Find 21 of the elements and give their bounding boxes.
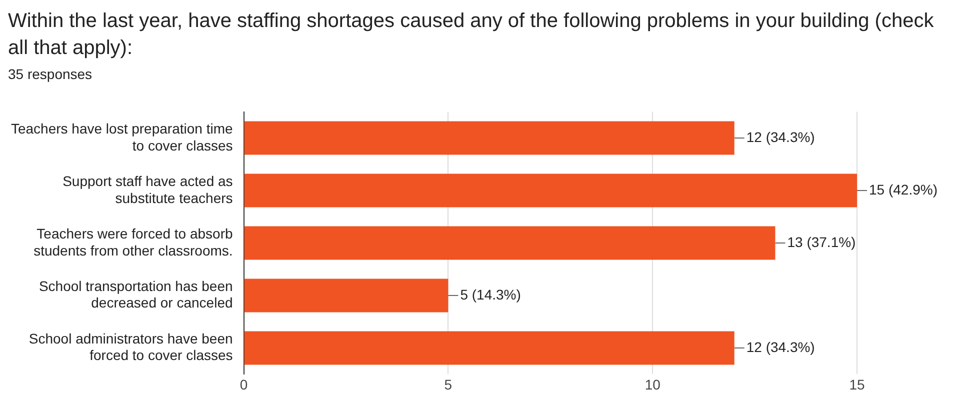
data-label: 13 (37.1%) [787, 234, 856, 250]
data-label: 15 (42.9%) [869, 181, 938, 198]
y-tick-label: Support staff have acted as substitute teachers [62, 172, 233, 206]
y-tick-label: School transportation has been decreased or canceled [38, 278, 233, 311]
data-label: 12 (34.3%) [746, 128, 815, 145]
bar [244, 278, 448, 312]
text: 35 responses [8, 66, 94, 82]
x-tick-label: 15 [849, 376, 865, 392]
x-tick-label: 0 [240, 376, 248, 392]
x-tick-label: 10 [644, 376, 661, 392]
y-tick-label: Teachers were forced to absorb students from other classrooms. [34, 225, 233, 258]
chart-title: Within the last year, have staffing shortages caused any of the following problems in your building (check all that apply): [8, 9, 935, 61]
data-label: 12 (34.3%) [746, 338, 815, 355]
x-tick-label: 5 [444, 376, 452, 392]
y-tick-label: School administrators have been forced to cover classes [28, 330, 233, 364]
y-tick-label: Teachers have lost preparation time to cover classes [10, 120, 233, 154]
bar [244, 121, 734, 155]
bar [244, 226, 776, 260]
bar [244, 174, 857, 208]
bar [244, 331, 734, 365]
data-label: 5 (14.3%) [460, 286, 521, 302]
